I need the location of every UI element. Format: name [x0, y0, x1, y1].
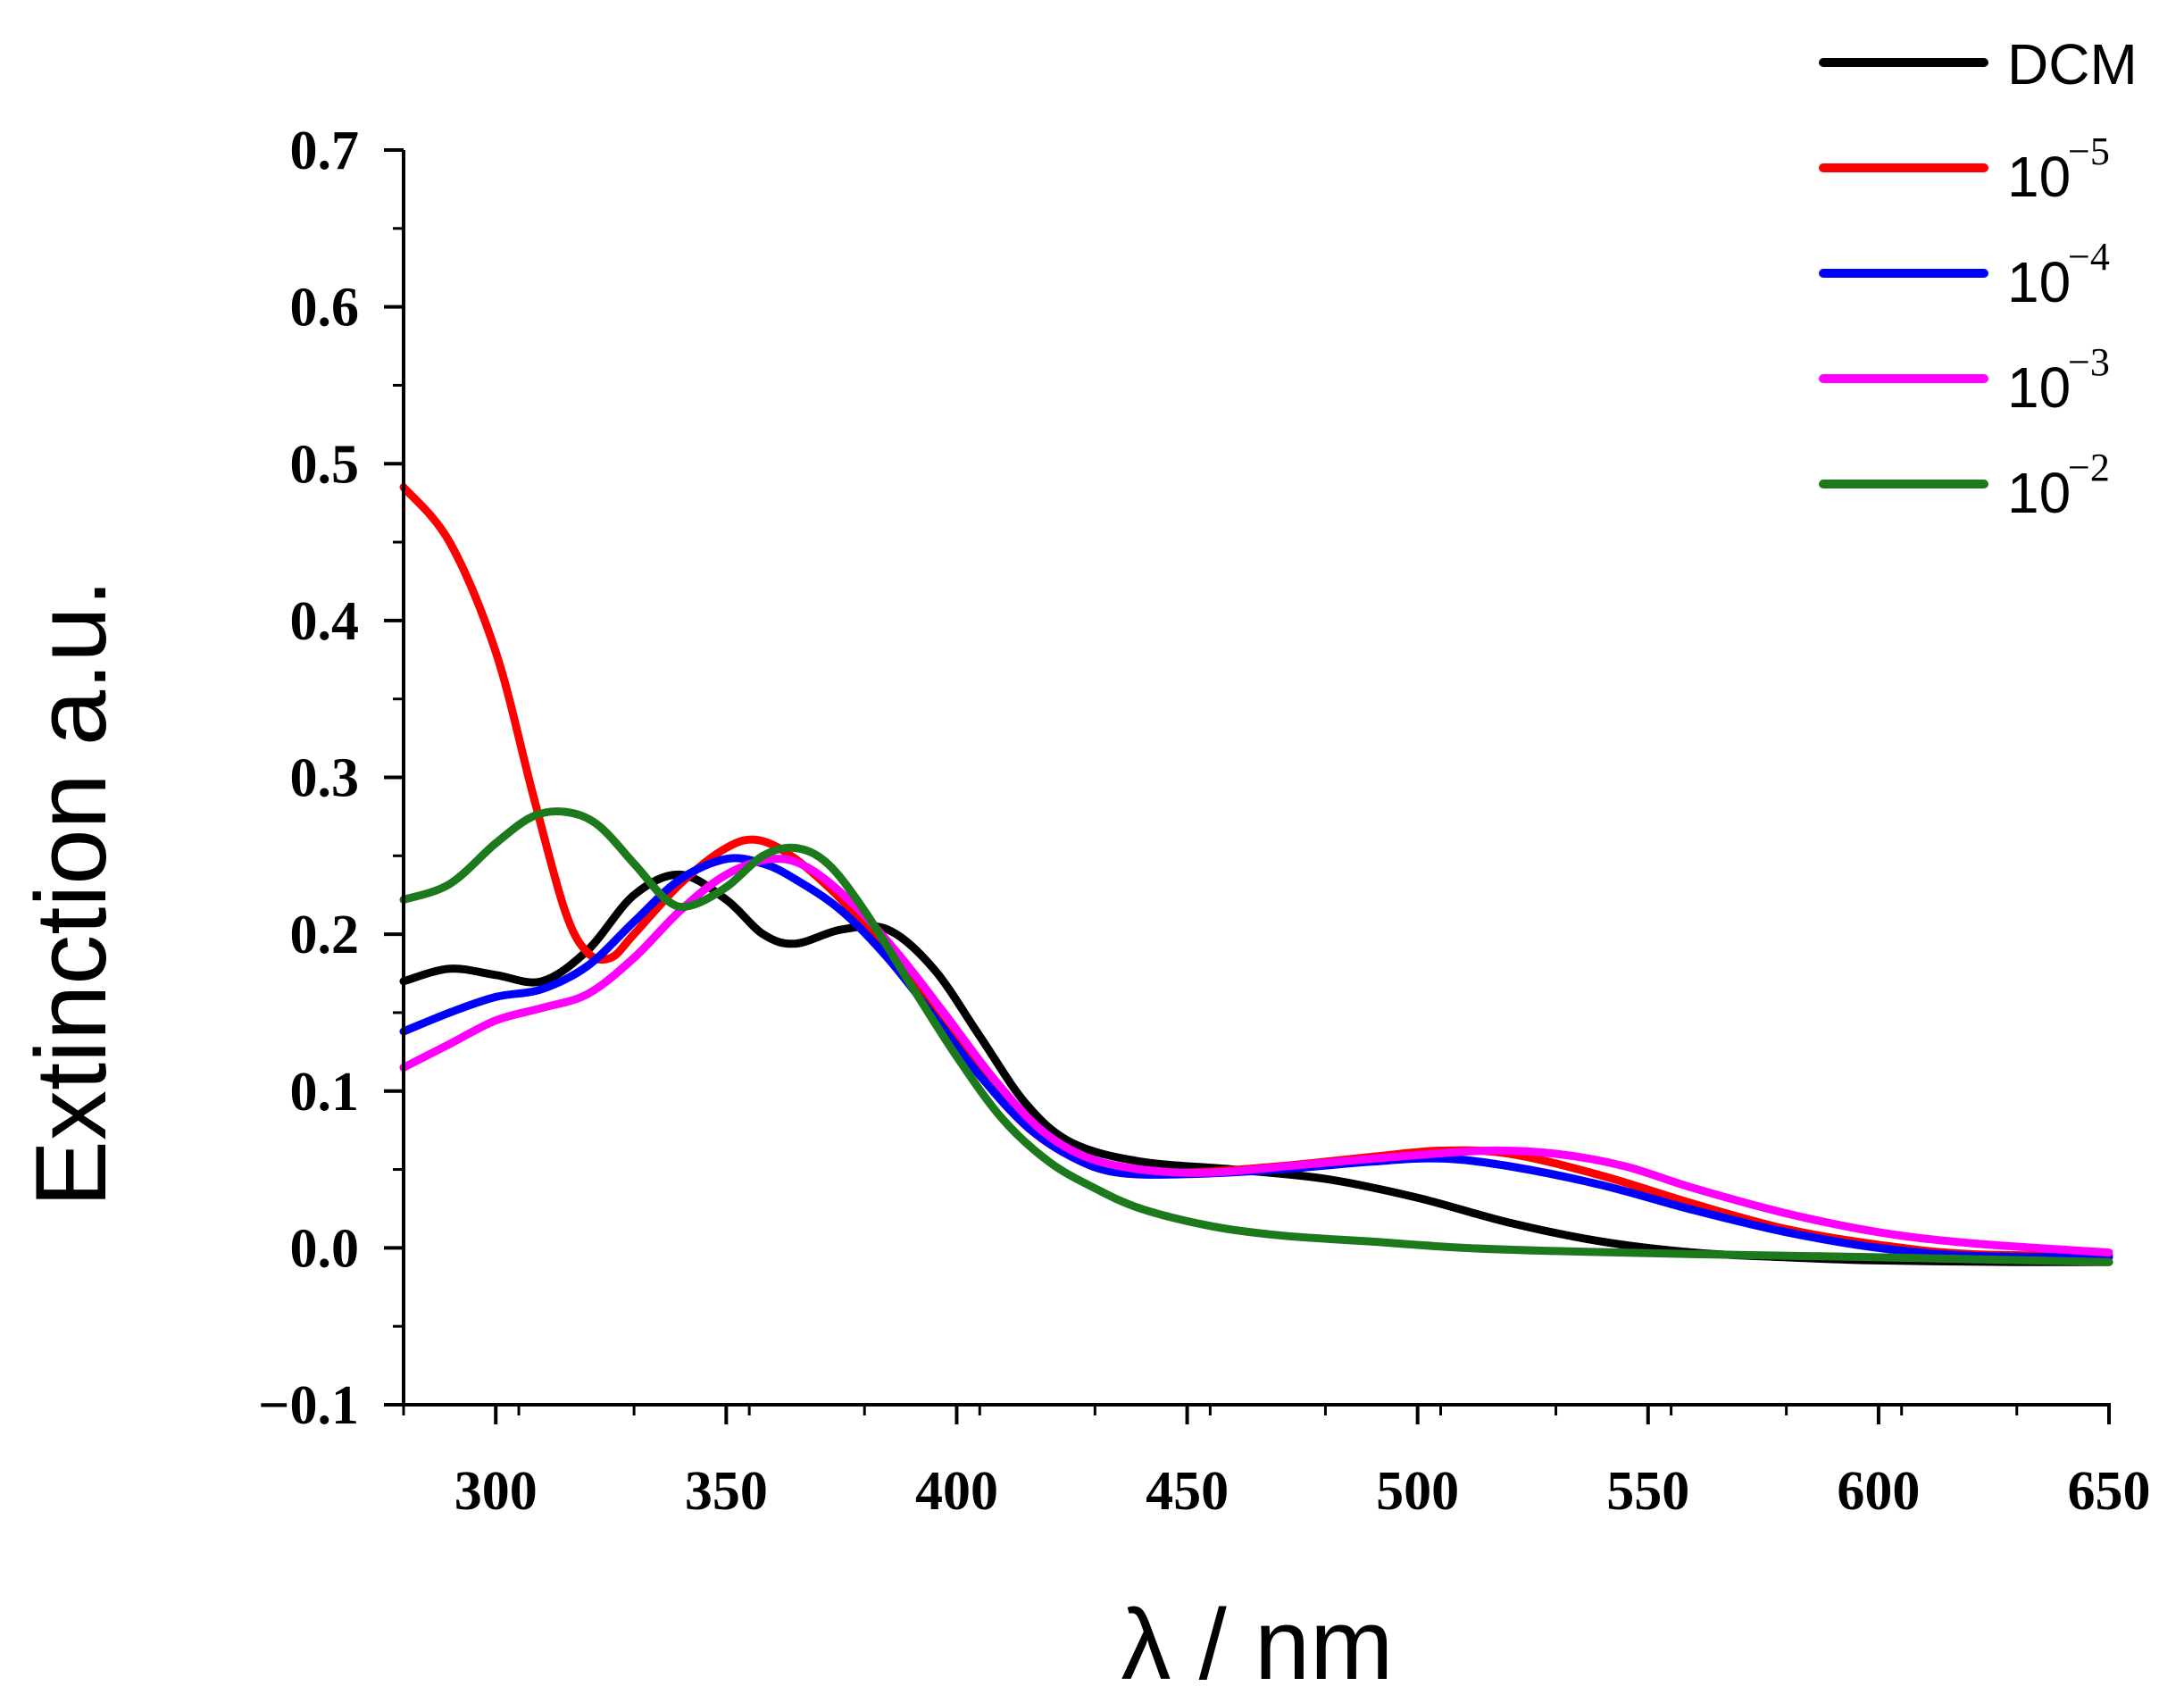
legend-label-2: 10	[2007, 250, 2071, 314]
x-tick-label: 450	[1146, 1461, 1229, 1522]
series-line-3	[399, 855, 2113, 1257]
x-tick-label: 300	[454, 1461, 538, 1522]
legend-exponent-3: −3	[2068, 340, 2110, 384]
y-tick-label: 0.6	[290, 278, 360, 338]
axes	[402, 150, 2111, 1407]
legend-label-1: 10	[2007, 145, 2071, 209]
x-tick-label: 550	[1606, 1461, 1689, 1522]
series-line-2	[399, 854, 2113, 1262]
y-tick-label: 0.2	[290, 905, 360, 965]
y-tick-label: 0.7	[290, 121, 360, 181]
x-tick-label: 400	[915, 1461, 998, 1522]
legend-label-4: 10	[2007, 461, 2071, 525]
x-tick-label: 650	[2068, 1461, 2151, 1522]
x-ticks: 300 350 400 450 500 550 600 650	[402, 1405, 2151, 1522]
y-tick-label: 0.5	[290, 434, 360, 495]
plot-lines	[399, 483, 2113, 1266]
y-tick-label: 0.3	[290, 748, 360, 809]
x-tick-label: 600	[1837, 1461, 1920, 1522]
y-tick-label: 0.1	[290, 1062, 360, 1123]
y-tick-label: 0.4	[290, 591, 360, 652]
legend-exponent-2: −4	[2068, 235, 2110, 279]
legend-exponent-4: −2	[2068, 446, 2110, 489]
y-tick-label: −0.1	[258, 1375, 359, 1436]
y-tick-label: 0.0	[290, 1218, 360, 1279]
y-ticks: −0.1 0.0 0.1 0.2 0.3 0.4 0.5 0.6 0.7	[258, 121, 404, 1436]
legend-label-3: 10	[2007, 355, 2071, 420]
x-axis-title: λ / nm	[1121, 1589, 1394, 1700]
legend-exponent-1: −5	[2068, 129, 2110, 173]
x-tick-label: 350	[685, 1461, 768, 1522]
series-line-4	[399, 807, 2113, 1266]
y-axis-title: Extinction a.u.	[15, 579, 127, 1207]
x-tick-label: 500	[1376, 1461, 1459, 1522]
legend-label-0: DCM	[2007, 32, 2138, 96]
series-line-1	[399, 483, 2113, 1260]
